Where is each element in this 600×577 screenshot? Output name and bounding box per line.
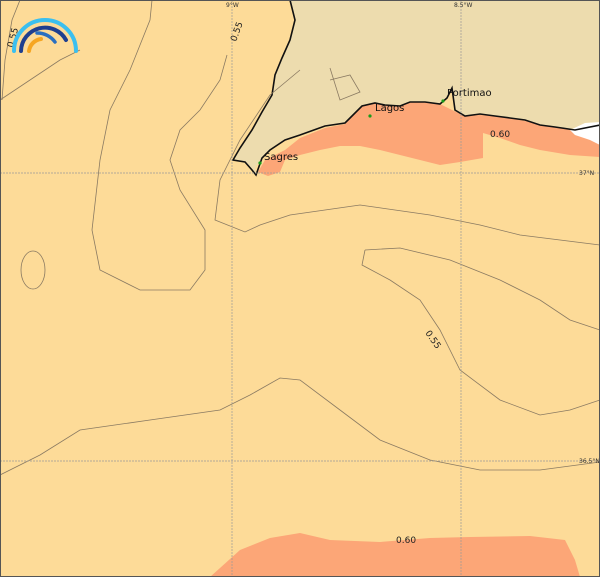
contour-line	[364, 247, 600, 331]
city-label-lagos[interactable]: Lagos	[375, 103, 404, 114]
rainbow-arcs-logo	[12, 18, 78, 53]
contour-line	[214, 69, 600, 246]
coastline	[231, 0, 600, 177]
city-dot-sagres[interactable]	[258, 161, 262, 165]
contour-label: 0.60	[490, 130, 510, 140]
contour-line	[20, 250, 46, 290]
no-data-area	[570, 122, 600, 145]
high-value-coastal-zone	[258, 102, 600, 176]
city-label-sagres[interactable]: Sagres	[264, 152, 298, 163]
lat-label-36-5n: 36.5°N	[579, 458, 600, 465]
land-area	[233, 0, 600, 175]
lon-label-9w: 9°W	[226, 2, 239, 9]
contour-label: 0.60	[396, 536, 416, 546]
lat-label-37n: 37°N	[579, 170, 594, 177]
city-dot-lagos[interactable]	[368, 114, 372, 118]
city-dot-portimao[interactable]	[441, 99, 445, 103]
city-label-portimao[interactable]: Portimao	[447, 88, 492, 99]
high-value-offshore-zone	[210, 533, 580, 577]
contour-line	[1, 0, 21, 101]
contour-line	[91, 0, 228, 291]
lon-label-8-5w: 8.5°W	[454, 2, 473, 9]
contour-line	[0, 49, 361, 101]
contour-line	[361, 249, 600, 416]
contour-line	[0, 377, 600, 476]
contour-lines	[0, 0, 600, 476]
